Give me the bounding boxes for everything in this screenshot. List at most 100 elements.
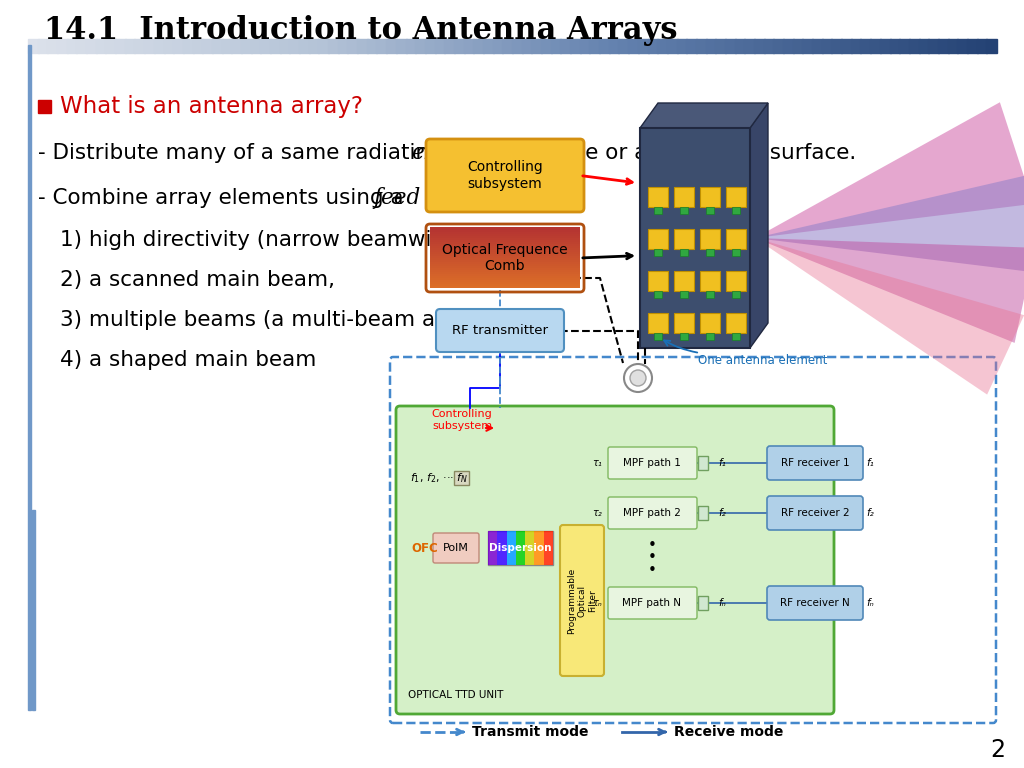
Bar xyxy=(47,39,58,53)
Bar xyxy=(525,531,535,565)
Text: Receive mode: Receive mode xyxy=(674,725,783,739)
Text: PolM: PolM xyxy=(443,543,469,553)
Bar xyxy=(880,39,891,53)
Text: 4) a shaped main beam: 4) a shaped main beam xyxy=(60,350,316,370)
Bar xyxy=(706,291,714,298)
Bar xyxy=(909,39,920,53)
Text: 14.1  Introduction to Antenna Arrays: 14.1 Introduction to Antenna Arrays xyxy=(44,15,678,45)
Bar xyxy=(706,249,714,256)
Bar xyxy=(773,39,784,53)
Text: Transmit mode: Transmit mode xyxy=(472,725,589,739)
Bar xyxy=(430,247,580,250)
Bar xyxy=(535,531,544,565)
FancyBboxPatch shape xyxy=(608,587,697,619)
FancyBboxPatch shape xyxy=(608,497,697,529)
Circle shape xyxy=(624,364,652,392)
Bar xyxy=(507,531,516,565)
Bar xyxy=(357,39,368,53)
Text: RF transmitter: RF transmitter xyxy=(452,324,548,337)
Bar xyxy=(793,39,804,53)
Bar xyxy=(986,39,997,53)
Bar xyxy=(680,207,688,214)
Bar xyxy=(674,187,694,207)
Bar xyxy=(493,39,504,53)
Bar xyxy=(396,39,407,53)
Bar xyxy=(726,313,746,333)
Bar xyxy=(430,255,580,258)
Bar xyxy=(860,39,871,53)
Bar xyxy=(415,39,426,53)
Bar xyxy=(677,39,687,53)
Text: What is an antenna array?: What is an antenna array? xyxy=(60,94,362,118)
Bar xyxy=(430,277,580,280)
Text: f₂: f₂ xyxy=(866,508,873,518)
Bar xyxy=(698,596,708,610)
FancyBboxPatch shape xyxy=(767,496,863,530)
Bar xyxy=(32,510,35,710)
Bar xyxy=(716,39,726,53)
Bar xyxy=(430,269,580,272)
Bar xyxy=(706,39,716,53)
Text: f₁: f₁ xyxy=(866,458,873,468)
Text: $f_1$, $f_2$, ··· $f_N$: $f_1$, $f_2$, ··· $f_N$ xyxy=(410,471,468,485)
Bar xyxy=(318,39,329,53)
Text: - Distribute many of a same radiating: - Distribute many of a same radiating xyxy=(38,143,450,163)
Bar xyxy=(674,313,694,333)
Bar xyxy=(551,39,561,53)
Text: 3) multiple beams (a multi-beam antenna),: 3) multiple beams (a multi-beam antenna)… xyxy=(60,310,526,330)
Bar xyxy=(654,333,662,340)
Bar xyxy=(726,229,746,249)
Text: f₁: f₁ xyxy=(718,458,726,468)
Bar xyxy=(377,39,387,53)
Bar xyxy=(430,281,580,284)
Bar xyxy=(640,128,750,348)
Bar xyxy=(430,239,580,242)
Bar xyxy=(430,235,580,238)
Text: Optical Frequence
Comb: Optical Frequence Comb xyxy=(442,243,568,273)
Bar xyxy=(928,39,939,53)
Bar xyxy=(706,333,714,340)
Text: 2: 2 xyxy=(990,738,1006,762)
Text: 1) high directivity (narrow beamwidth),: 1) high directivity (narrow beamwidth), xyxy=(60,230,482,250)
Bar xyxy=(134,39,145,53)
Bar xyxy=(803,39,813,53)
Polygon shape xyxy=(755,175,1024,272)
Bar xyxy=(367,39,378,53)
Polygon shape xyxy=(755,238,1024,395)
Bar xyxy=(725,39,735,53)
Bar xyxy=(488,531,498,565)
Bar xyxy=(430,261,580,264)
Bar xyxy=(434,39,445,53)
Bar xyxy=(841,39,852,53)
Bar xyxy=(483,39,494,53)
Text: τ₁: τ₁ xyxy=(592,458,602,468)
Bar xyxy=(454,39,465,53)
FancyBboxPatch shape xyxy=(396,406,834,714)
Bar xyxy=(516,531,525,565)
Bar xyxy=(544,531,553,565)
Text: τₙ: τₙ xyxy=(592,598,602,608)
Bar xyxy=(430,257,580,260)
Bar xyxy=(648,313,668,333)
Bar xyxy=(686,39,697,53)
Bar xyxy=(430,263,580,266)
Text: OFC: OFC xyxy=(411,541,437,554)
Bar xyxy=(430,233,580,236)
Text: over a line or a plane or a surface.: over a line or a plane or a surface. xyxy=(478,143,856,163)
FancyBboxPatch shape xyxy=(608,447,697,479)
FancyBboxPatch shape xyxy=(767,446,863,480)
Bar xyxy=(938,39,948,53)
Bar xyxy=(977,39,987,53)
Bar xyxy=(241,39,252,53)
FancyBboxPatch shape xyxy=(767,586,863,620)
Text: MPF path 2: MPF path 2 xyxy=(623,508,681,518)
Bar xyxy=(290,39,300,53)
Bar xyxy=(957,39,968,53)
Bar xyxy=(618,39,629,53)
Text: τ₂: τ₂ xyxy=(592,508,602,518)
Bar xyxy=(38,100,51,113)
Bar xyxy=(105,39,116,53)
FancyBboxPatch shape xyxy=(426,139,584,212)
Text: 2) a scanned main beam,: 2) a scanned main beam, xyxy=(60,270,335,290)
Bar xyxy=(77,39,87,53)
